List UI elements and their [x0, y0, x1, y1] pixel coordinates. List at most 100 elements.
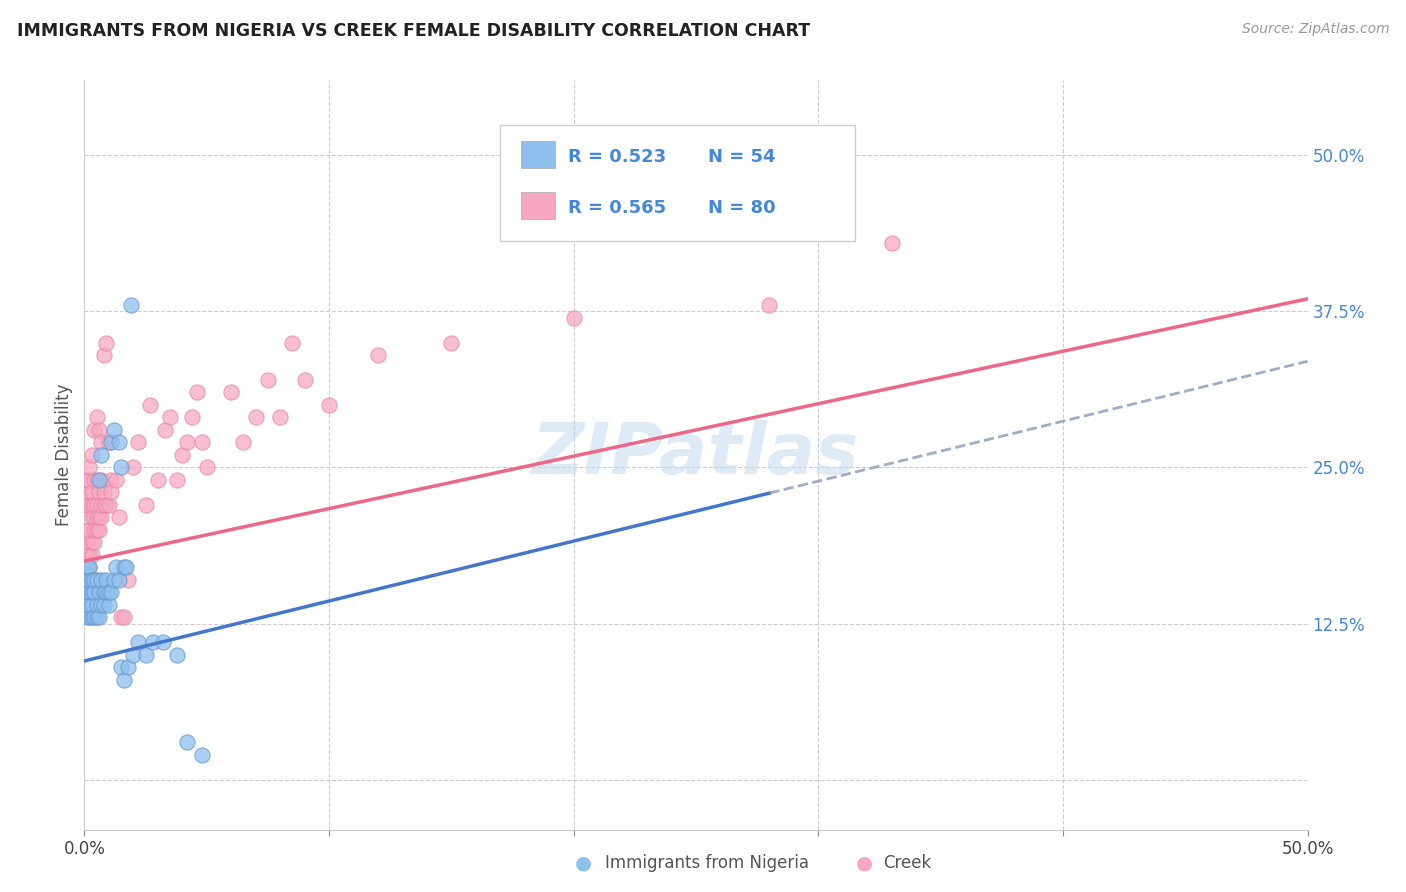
- Point: [86, 523, 108, 537]
- Point: [90, 498, 112, 512]
- Point: [294, 373, 316, 387]
- Point: [281, 335, 304, 350]
- Point: [77, 585, 100, 599]
- Point: [80, 573, 103, 587]
- Point: [139, 398, 162, 412]
- Point: [142, 635, 165, 649]
- Text: ●: ●: [575, 854, 592, 872]
- Point: [172, 448, 194, 462]
- Point: [110, 610, 132, 624]
- Point: [107, 573, 129, 587]
- Point: [219, 385, 242, 400]
- Point: [97, 435, 120, 450]
- Point: [636, 211, 658, 225]
- Point: [166, 648, 188, 662]
- Text: ZIPatlas: ZIPatlas: [533, 420, 859, 490]
- Point: [87, 523, 110, 537]
- Point: [86, 573, 108, 587]
- Point: [77, 610, 100, 624]
- Point: [758, 298, 780, 312]
- Point: [191, 435, 214, 450]
- Point: [97, 585, 120, 599]
- Point: [80, 485, 103, 500]
- Point: [86, 473, 108, 487]
- Point: [232, 435, 254, 450]
- Point: [127, 635, 149, 649]
- FancyBboxPatch shape: [522, 192, 555, 219]
- Point: [80, 548, 103, 562]
- Point: [87, 585, 110, 599]
- Point: [80, 598, 103, 612]
- Point: [96, 335, 118, 350]
- Point: [87, 610, 110, 624]
- Point: [83, 523, 105, 537]
- Point: [83, 423, 105, 437]
- Point: [83, 473, 105, 487]
- Point: [86, 610, 108, 624]
- Y-axis label: Female Disability: Female Disability: [55, 384, 73, 526]
- Point: [135, 648, 157, 662]
- Point: [100, 435, 122, 450]
- Point: [93, 498, 115, 512]
- Point: [146, 473, 169, 487]
- Point: [159, 410, 181, 425]
- Point: [93, 598, 115, 612]
- Point: [90, 448, 112, 462]
- Point: [77, 473, 100, 487]
- Point: [100, 585, 122, 599]
- Point: [110, 660, 132, 674]
- Point: [76, 598, 98, 612]
- Point: [76, 548, 98, 562]
- Point: [90, 435, 112, 450]
- Point: [152, 635, 174, 649]
- Point: [87, 423, 110, 437]
- Point: [86, 410, 108, 425]
- Point: [86, 498, 108, 512]
- Text: N = 80: N = 80: [709, 200, 776, 218]
- Point: [87, 485, 110, 500]
- Point: [76, 485, 98, 500]
- Point: [80, 498, 103, 512]
- Text: R = 0.565: R = 0.565: [568, 200, 665, 218]
- Point: [186, 385, 208, 400]
- Point: [107, 510, 129, 524]
- Point: [77, 598, 100, 612]
- Point: [100, 473, 122, 487]
- Point: [191, 747, 214, 762]
- Point: [176, 435, 198, 450]
- Point: [77, 560, 100, 574]
- Point: [96, 498, 118, 512]
- Point: [83, 573, 105, 587]
- Point: [90, 473, 112, 487]
- Point: [77, 560, 100, 574]
- Point: [96, 573, 118, 587]
- Point: [100, 485, 122, 500]
- Point: [80, 448, 103, 462]
- Point: [103, 573, 125, 587]
- Text: N = 54: N = 54: [709, 148, 776, 167]
- Point: [127, 435, 149, 450]
- Point: [269, 410, 291, 425]
- Point: [86, 510, 108, 524]
- Point: [80, 585, 103, 599]
- Text: Source: ZipAtlas.com: Source: ZipAtlas.com: [1241, 22, 1389, 37]
- Point: [76, 610, 98, 624]
- Text: IMMIGRANTS FROM NIGERIA VS CREEK FEMALE DISABILITY CORRELATION CHART: IMMIGRANTS FROM NIGERIA VS CREEK FEMALE …: [17, 22, 810, 40]
- Point: [440, 335, 463, 350]
- Point: [83, 498, 105, 512]
- Point: [122, 648, 145, 662]
- Point: [80, 535, 103, 549]
- Point: [80, 510, 103, 524]
- Point: [76, 585, 98, 599]
- Point: [318, 398, 340, 412]
- Point: [97, 498, 120, 512]
- Point: [93, 585, 115, 599]
- Point: [195, 460, 218, 475]
- Point: [166, 473, 188, 487]
- Point: [83, 585, 105, 599]
- Point: [880, 235, 903, 250]
- Point: [77, 548, 100, 562]
- Text: Immigrants from Nigeria: Immigrants from Nigeria: [605, 855, 808, 872]
- Point: [77, 498, 100, 512]
- Text: R = 0.523: R = 0.523: [568, 148, 665, 167]
